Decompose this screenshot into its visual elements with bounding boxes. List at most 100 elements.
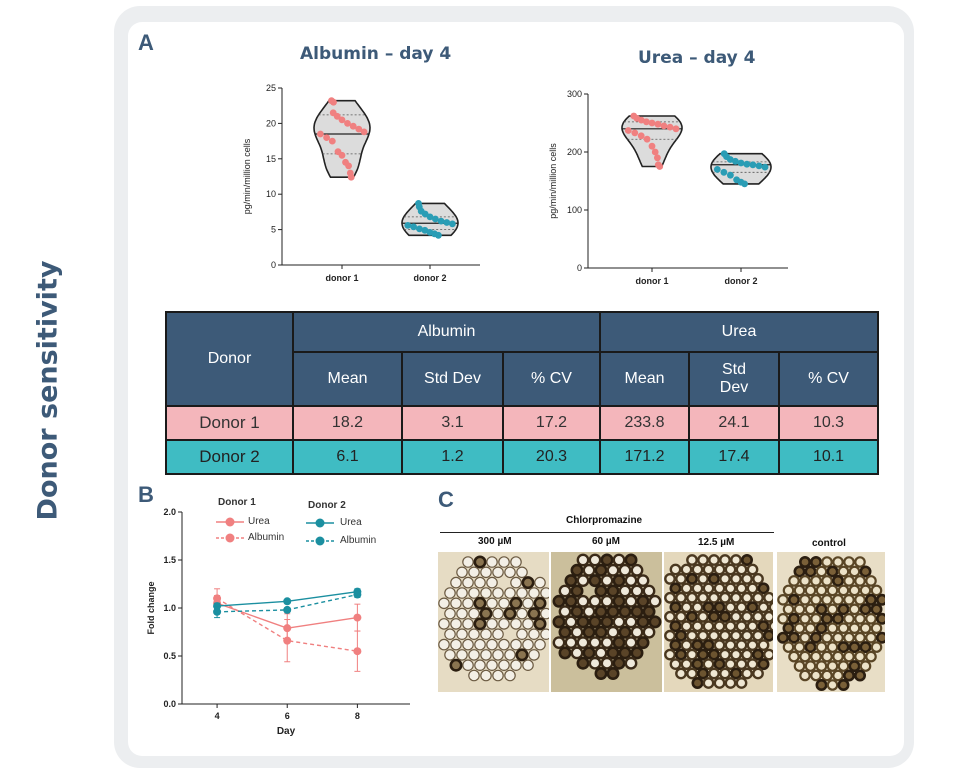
well — [450, 597, 462, 610]
well — [480, 669, 492, 682]
well — [600, 553, 614, 567]
well — [686, 629, 698, 642]
well — [606, 625, 620, 639]
well — [810, 650, 822, 663]
table-header-albumin: Albumin — [292, 311, 601, 353]
well — [642, 625, 656, 639]
well — [522, 618, 534, 630]
data-point — [338, 116, 346, 124]
well — [492, 628, 504, 640]
well — [870, 622, 883, 634]
well — [576, 656, 590, 670]
data-point — [353, 613, 362, 622]
y-axis-label: pg/min/million cells — [548, 143, 558, 219]
well — [707, 610, 720, 623]
well — [492, 566, 504, 579]
well — [741, 591, 753, 604]
well — [804, 565, 817, 578]
y-axis-label: Fold change — [146, 581, 156, 634]
well — [576, 553, 590, 567]
well — [570, 605, 584, 619]
well — [741, 573, 753, 585]
well — [680, 620, 693, 633]
data-point — [323, 134, 330, 141]
well — [859, 603, 872, 616]
well — [473, 617, 487, 631]
well — [564, 636, 578, 650]
well — [741, 629, 753, 642]
well — [752, 610, 764, 623]
well — [782, 603, 795, 616]
well — [799, 631, 811, 644]
well — [642, 605, 656, 619]
well — [848, 622, 861, 634]
well — [624, 615, 638, 629]
table-cell-donor: Donor 2 — [165, 439, 294, 475]
well — [799, 669, 811, 682]
well — [582, 605, 596, 618]
well — [876, 612, 885, 625]
well — [876, 593, 885, 606]
well — [564, 594, 578, 608]
well — [854, 669, 867, 682]
well — [746, 563, 759, 576]
y-tick-label: 0.0 — [163, 699, 176, 709]
well — [752, 667, 764, 680]
well — [473, 555, 487, 569]
well — [600, 656, 614, 670]
well — [669, 658, 682, 671]
well — [713, 677, 726, 689]
data-point — [449, 220, 456, 228]
well — [763, 610, 773, 623]
data-point — [353, 590, 362, 599]
data-point — [283, 605, 292, 614]
well — [724, 601, 737, 614]
data-point — [213, 594, 222, 603]
well — [456, 607, 468, 620]
well — [809, 631, 822, 644]
well — [636, 636, 650, 650]
data-point — [737, 159, 745, 167]
data-point — [283, 636, 292, 645]
well — [854, 593, 866, 606]
well — [456, 566, 468, 579]
well — [752, 648, 765, 661]
series-line — [216, 597, 358, 652]
x-tick-label: 4 — [215, 711, 220, 721]
well — [521, 576, 535, 590]
well — [473, 596, 487, 610]
well — [815, 641, 828, 653]
well — [741, 554, 754, 566]
well — [438, 618, 450, 630]
well — [804, 603, 817, 616]
well — [843, 669, 856, 682]
well — [492, 649, 504, 661]
data-point — [624, 127, 632, 134]
x-tick-label: 8 — [355, 711, 360, 721]
well — [843, 556, 855, 568]
well — [618, 646, 632, 660]
table-cell: 6.1 — [292, 439, 403, 475]
data-point — [330, 98, 337, 106]
well — [821, 575, 833, 587]
well — [630, 584, 644, 598]
chlorpromazine-bracket-line — [440, 532, 774, 533]
well — [815, 603, 828, 616]
legend-label-urea: Urea — [248, 516, 270, 527]
well — [697, 573, 709, 585]
legend-label-albumin: Albumin — [340, 535, 377, 546]
well — [719, 591, 731, 604]
well — [444, 649, 456, 661]
well — [870, 641, 883, 653]
data-point — [656, 163, 664, 170]
well — [515, 648, 529, 662]
well — [474, 659, 486, 671]
well — [462, 659, 474, 671]
well — [735, 582, 748, 595]
well — [686, 554, 698, 566]
table-cell: 3.1 — [401, 405, 504, 441]
panel-label-b: B — [138, 482, 154, 507]
well — [831, 612, 844, 625]
well — [624, 594, 638, 608]
well — [837, 622, 850, 634]
